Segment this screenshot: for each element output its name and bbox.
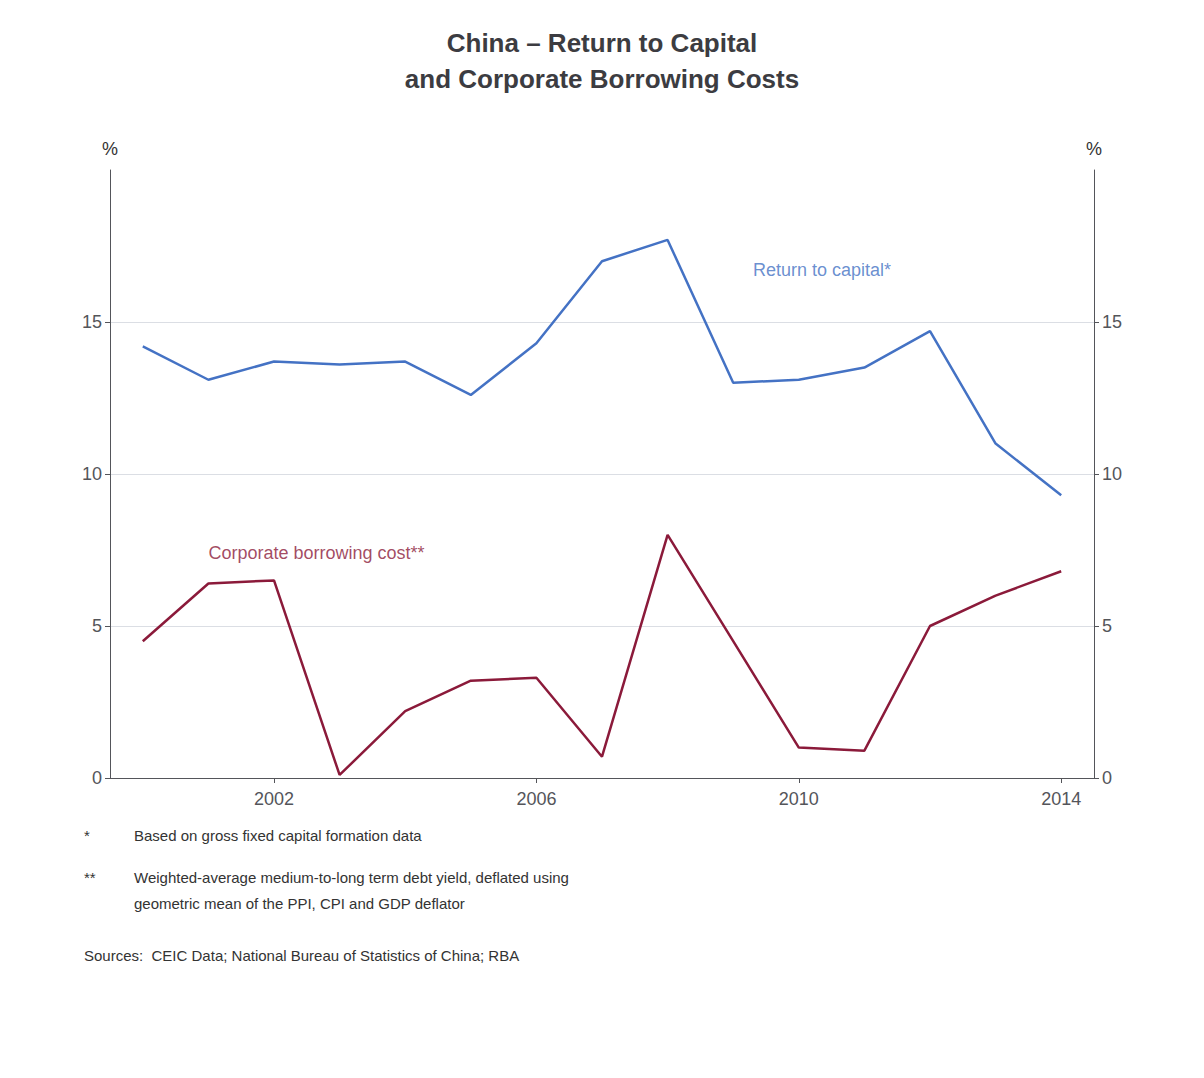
- svg-text:and Corporate Borrowing Costs: and Corporate Borrowing Costs: [405, 64, 799, 94]
- svg-text:15: 15: [82, 312, 102, 332]
- svg-text:Weighted-average medium-to-lon: Weighted-average medium-to-long term deb…: [134, 869, 569, 886]
- svg-text:2014: 2014: [1041, 789, 1081, 809]
- svg-text:0: 0: [1102, 768, 1112, 788]
- svg-text:*: *: [84, 827, 90, 844]
- svg-text:China – Return to Capital: China – Return to Capital: [447, 28, 758, 58]
- svg-text:2010: 2010: [779, 789, 819, 809]
- svg-text:**: **: [84, 869, 96, 886]
- svg-text:10: 10: [1102, 464, 1122, 484]
- svg-text:Based on gross fixed capital f: Based on gross fixed capital formation d…: [134, 827, 422, 844]
- svg-text:Return to capital*: Return to capital*: [753, 260, 891, 280]
- svg-text:%: %: [102, 139, 118, 159]
- svg-text:Sources: CEIC Data; National: Sources: CEIC Data; National Bureau of S…: [84, 947, 519, 964]
- svg-text:10: 10: [82, 464, 102, 484]
- svg-text:geometric mean of the PPI, CPI: geometric mean of the PPI, CPI and GDP d…: [134, 895, 465, 912]
- svg-text:2006: 2006: [516, 789, 556, 809]
- svg-text:2002: 2002: [254, 789, 294, 809]
- svg-text:%: %: [1086, 139, 1102, 159]
- svg-text:15: 15: [1102, 312, 1122, 332]
- svg-text:Corporate borrowing cost**: Corporate borrowing cost**: [208, 543, 424, 563]
- svg-text:5: 5: [1102, 616, 1112, 636]
- svg-text:0: 0: [92, 768, 102, 788]
- svg-text:5: 5: [92, 616, 102, 636]
